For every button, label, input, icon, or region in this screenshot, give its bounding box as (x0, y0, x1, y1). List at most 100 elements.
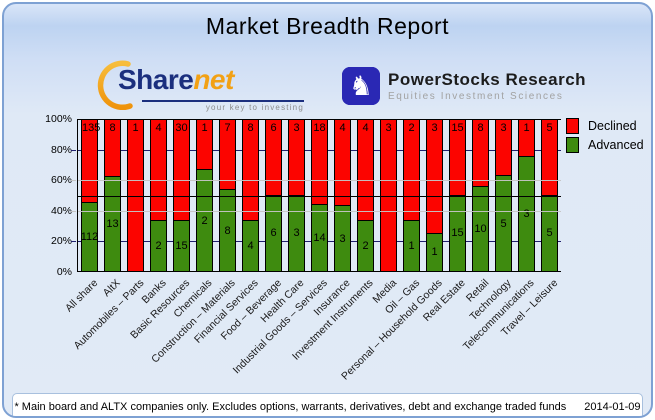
bar-segment-declined: 4 (357, 119, 374, 221)
bar-declined-value: 135 (82, 122, 101, 134)
sharenet-logo: Sharenet your key to investing (97, 60, 312, 112)
y-axis-label: 100% (45, 113, 72, 125)
bar-declined-value: 1 (201, 122, 208, 134)
sharenet-underline (142, 100, 304, 102)
bar-4: 30 15 (173, 119, 190, 272)
bar-declined-value: 18 (313, 122, 326, 134)
bar-segment-declined: 30 (173, 119, 190, 221)
legend-row-advanced: Advanced (566, 137, 644, 153)
bar-segment-advanced: 2 (150, 221, 167, 272)
bar-declined-value: 8 (247, 122, 254, 134)
reference-line-50pct (78, 196, 561, 197)
gridline-60 (78, 180, 561, 181)
powerstocks-subtitle: Equities Investment Sciences (388, 91, 564, 102)
bar-segment-declined: 8 (472, 119, 489, 187)
bar-advanced-value: 15 (451, 227, 464, 240)
chart-legend: Declined Advanced (566, 118, 644, 156)
bar-declined-value: 6 (270, 122, 277, 134)
sharenet-tagline: your key to investing (205, 103, 304, 112)
bar-advanced-value: 6 (270, 227, 277, 240)
y-axis-tick (71, 241, 76, 242)
bar-declined-value: 8 (477, 122, 484, 134)
y-axis-label: 0% (56, 266, 72, 278)
bar-advanced-value: 8 (224, 224, 231, 237)
bar-segment-advanced: 5 (541, 195, 558, 272)
bar-segment-declined: 4 (150, 119, 167, 221)
bar-declined-value: 4 (362, 122, 369, 134)
bar-segment-advanced: 3 (288, 195, 305, 272)
bar-declined-value: 7 (224, 122, 231, 134)
powerstocks-title: PowerStocks Research (388, 70, 587, 89)
bar-declined-value: 8 (109, 122, 116, 134)
bar-advanced-value: 5 (546, 227, 553, 240)
bar-10: 18 14 (311, 119, 328, 272)
bar-segment-advanced: 4 (242, 221, 259, 272)
y-axis-label: 80% (50, 143, 72, 156)
bar-advanced-value: 2 (362, 240, 369, 252)
bar-segment-declined: 135 (81, 119, 101, 203)
y-axis-tick (71, 180, 76, 181)
bar-segment-advanced: 2 (357, 221, 374, 272)
bar-advanced-value: 4 (247, 240, 254, 252)
bar-segment-declined: 15 (449, 119, 466, 196)
bar-segment-advanced: 3 (518, 157, 535, 272)
y-axis-label: 40% (50, 204, 72, 217)
bar-declined-value: 1 (132, 122, 139, 134)
bar-segment-declined: 3 (495, 119, 512, 177)
x-axis-label: All share (62, 277, 100, 315)
y-axis-tick (71, 211, 76, 212)
bar-declined-value: 5 (546, 122, 553, 134)
bar-segment-advanced: 10 (472, 186, 489, 272)
sharenet-word-share: Share (118, 64, 194, 95)
bar-segment-declined: 5 (541, 119, 558, 196)
bar-advanced-value: 2 (155, 240, 162, 252)
bar-segment-declined: 6 (265, 119, 282, 196)
bar-segment-advanced: 13 (104, 177, 121, 272)
legend-row-declined: Declined (566, 118, 644, 134)
bar-advanced-value: 112 (80, 230, 99, 243)
bar-declined-value: 4 (339, 122, 346, 134)
report-date: 2014-01-09 (584, 401, 641, 413)
bar-segment-declined: 2 (403, 119, 420, 221)
y-axis-label: 60% (50, 174, 72, 187)
legend-swatch-advanced (566, 137, 579, 153)
footnote-bar: * Main board and ALTX companies only. Ex… (12, 393, 643, 416)
bar-segment-declined: 8 (104, 119, 121, 178)
footnote-text: * Main board and ALTX companies only. Ex… (14, 401, 567, 413)
bottom-axis-line (78, 271, 561, 272)
bar-segment-advanced: 1 (426, 233, 443, 272)
bar-declined-value: 30 (175, 122, 188, 134)
bar-segment-advanced: 8 (219, 190, 236, 272)
bar-segment-advanced: 14 (311, 205, 328, 272)
bar-segment-advanced: 112 (80, 202, 99, 272)
bar-advanced-value: 3 (523, 208, 530, 221)
plot-area: 135 112 8 13 1 4 2 30 15 1 2 7 8 8 4 6 6 3 3 18 14 4 3 4 2 3 2 1 3 1 1… (77, 119, 561, 272)
bar-advanced-value: 13 (106, 218, 119, 231)
bar-segment-declined: 1 (518, 119, 535, 158)
bar-1: 8 13 (104, 119, 121, 272)
sharenet-word-net: net (193, 64, 234, 95)
bar-segment-advanced: 6 (265, 195, 282, 272)
bar-segment-declined: 18 (311, 119, 328, 206)
bar-declined-value: 3 (431, 122, 438, 134)
bar-advanced-value: 5 (500, 217, 507, 230)
bar-advanced-value: 2 (201, 214, 208, 227)
bar-segment-advanced: 2 (196, 170, 213, 272)
legend-swatch-declined (566, 118, 579, 134)
powerstocks-text: PowerStocks Research Equities Investment… (388, 70, 586, 102)
top-axis-line (78, 119, 561, 120)
bar-segment-advanced: 15 (173, 221, 190, 272)
bar-segment-advanced: 15 (449, 195, 466, 272)
legend-label: Advanced (588, 138, 644, 152)
sharenet-swoosh-icon (97, 60, 133, 111)
bar-segment-advanced: 1 (403, 221, 420, 272)
powerstocks-logo: ♞ PowerStocks Research Equities Investme… (342, 64, 586, 108)
bar-segment-declined: 3 (426, 119, 443, 234)
